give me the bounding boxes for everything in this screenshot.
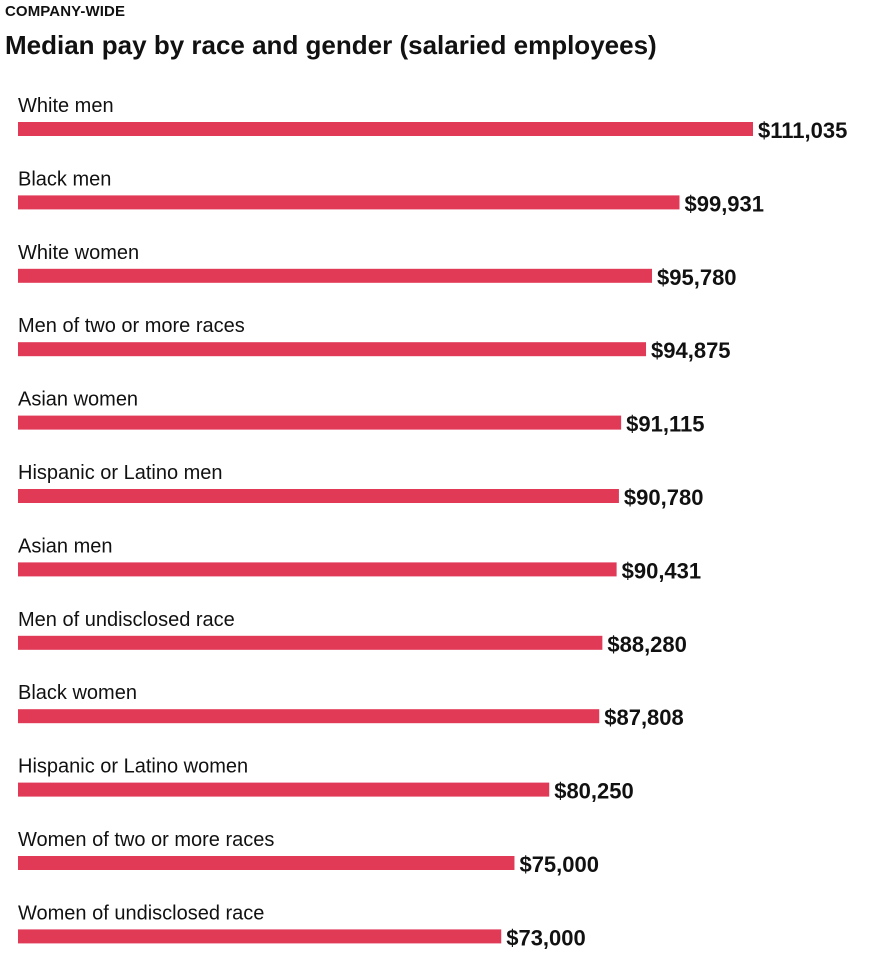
value-label: $88,280: [607, 632, 687, 657]
bar-row: White men $111,035: [18, 95, 847, 143]
bar: [18, 635, 603, 650]
bar-row: Hispanic or Latino men $90,780: [18, 462, 703, 510]
bar: [18, 929, 502, 944]
bar-row: White women $95,780: [18, 242, 737, 290]
chart-title: Median pay by race and gender (salaried …: [5, 30, 657, 60]
chart-kicker: COMPANY-WIDE: [5, 3, 126, 20]
bar: [18, 342, 647, 357]
bar: [18, 856, 515, 870]
category-label: Black men: [18, 168, 111, 190]
value-label: $90,431: [622, 558, 702, 583]
value-label: $99,931: [684, 191, 764, 216]
value-label: $75,000: [519, 852, 599, 877]
bar-row: Black men $99,931: [18, 168, 764, 216]
bar-row: Men of two or more races $94,875: [18, 315, 731, 363]
bar: [18, 195, 680, 210]
category-label: Asian women: [18, 389, 138, 411]
bar: [18, 489, 619, 503]
bar: [18, 122, 753, 136]
bar: [18, 415, 622, 430]
value-label: $91,115: [626, 412, 704, 437]
value-label: $73,000: [506, 925, 586, 950]
category-label: Men of undisclosed race: [18, 609, 235, 631]
value-label: $94,875: [651, 338, 731, 363]
bar-row: Asian men $90,431: [18, 535, 701, 583]
category-label: Black women: [18, 682, 137, 704]
category-label: Men of two or more races: [18, 315, 245, 337]
category-label: Women of undisclosed race: [18, 902, 264, 924]
value-label: $80,250: [554, 779, 634, 804]
bar-row: Women of two or more races $75,000: [18, 829, 599, 877]
bar: [18, 562, 617, 577]
category-label: White men: [18, 95, 114, 117]
value-label: $95,780: [657, 265, 737, 290]
value-label: $111,035: [758, 118, 847, 143]
bar-row: Men of undisclosed race $88,280: [18, 609, 687, 657]
bar-row: Black women $87,808: [18, 682, 684, 730]
category-label: Hispanic or Latino women: [18, 756, 248, 778]
bar: [18, 782, 550, 797]
bar-row: Women of undisclosed race $73,000: [18, 902, 586, 950]
category-label: White women: [18, 242, 139, 264]
bar: [18, 709, 600, 724]
category-label: Asian men: [18, 535, 113, 557]
value-label: $90,780: [624, 485, 704, 510]
bar-row: Hispanic or Latino women $80,250: [18, 756, 634, 804]
bar: [18, 268, 653, 283]
category-label: Hispanic or Latino men: [18, 462, 223, 484]
category-label: Women of two or more races: [18, 829, 274, 851]
bar-row: Asian women $91,115: [18, 389, 704, 437]
value-label: $87,808: [604, 705, 684, 730]
